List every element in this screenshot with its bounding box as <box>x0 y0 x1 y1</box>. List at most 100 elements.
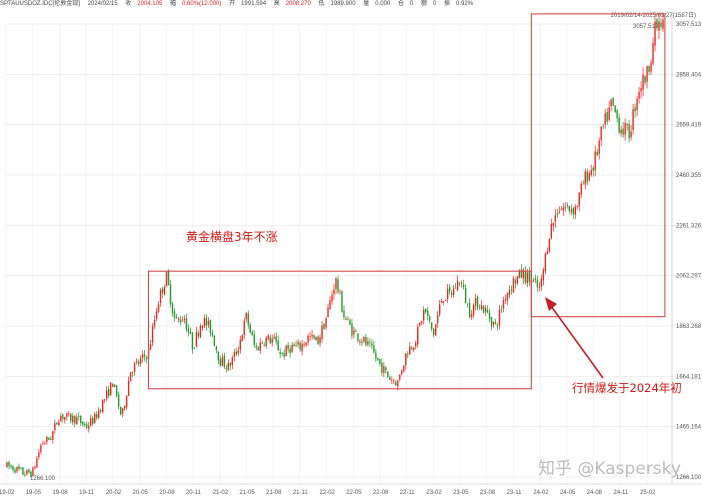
candle-body <box>12 466 14 471</box>
candle-body <box>552 222 555 226</box>
candle-body <box>620 129 622 134</box>
candle-body <box>213 335 216 347</box>
candle-body <box>532 280 535 282</box>
candle-body <box>317 336 319 345</box>
candle-body <box>195 331 198 347</box>
candle-body <box>207 320 210 325</box>
y-tick-label: 2460.355 <box>676 173 702 179</box>
candle-body <box>265 337 267 347</box>
x-tick-label: 23-02 <box>426 490 442 496</box>
candle-body <box>159 289 162 304</box>
candle-body <box>421 321 423 324</box>
candle-body <box>407 354 409 356</box>
candle-body <box>381 362 383 373</box>
candle-body <box>171 303 174 313</box>
candle-body <box>568 206 570 211</box>
candle-body <box>540 278 543 287</box>
candle-body <box>173 311 176 318</box>
high-caption: 高 <box>273 1 280 7</box>
candle-body <box>247 313 249 325</box>
candle-body <box>123 406 126 409</box>
highlight-box <box>147 270 532 390</box>
grid-layer <box>5 23 688 484</box>
candle-body <box>646 65 648 82</box>
candle-body <box>219 359 222 366</box>
candle-body <box>522 269 525 279</box>
candle-body <box>30 471 32 477</box>
candle-body <box>100 409 102 412</box>
candle-body <box>446 288 449 299</box>
candle-body <box>454 287 457 289</box>
candle-body <box>442 301 445 303</box>
x-tick-label: 20-02 <box>106 490 122 496</box>
low-caption: 低 <box>318 1 325 7</box>
candle-body <box>658 21 660 31</box>
x-tick-label: 21-11 <box>293 490 309 496</box>
candle-body <box>259 342 261 351</box>
candle-body <box>444 299 447 301</box>
y-tick-label: 2659.419 <box>676 123 702 129</box>
candle-body <box>369 341 371 343</box>
candle-body <box>249 324 251 333</box>
x-tick-label: 24-08 <box>587 490 603 496</box>
candle-body <box>592 167 594 171</box>
candle-body <box>397 380 399 387</box>
candle-body <box>303 344 305 346</box>
candle-body <box>135 361 138 363</box>
quote-header: SPTAUUSDOZ.IDC[伦敦金现] 2024/02/15 收 2004.10… <box>0 0 702 10</box>
candle-body <box>291 344 293 352</box>
candle-body <box>337 279 339 292</box>
candle-body <box>590 169 592 175</box>
candle-body <box>367 341 369 345</box>
candle-body <box>299 342 301 350</box>
candle-body <box>307 336 309 343</box>
candle-body <box>502 300 505 309</box>
candle-body <box>193 347 196 349</box>
close-value: 2004.105 <box>137 1 163 7</box>
candle-body <box>199 326 202 338</box>
candle-body <box>40 445 42 453</box>
candle-body <box>167 270 170 285</box>
position-caption: 仓 <box>397 1 404 7</box>
candle-body <box>423 309 425 321</box>
candle-body <box>271 338 273 343</box>
close-caption: 收 <box>125 1 132 7</box>
date-range-label: 2019/02/14-2025/03/27(1587日) <box>610 13 696 19</box>
candle-body <box>468 302 471 318</box>
candle-body <box>526 272 529 284</box>
candle-body <box>440 300 443 304</box>
candle-body <box>10 465 12 467</box>
candle-body <box>536 279 539 288</box>
candle-body <box>28 469 30 473</box>
candle-body <box>221 357 224 366</box>
candle-body <box>452 288 455 296</box>
candle-body <box>343 310 345 318</box>
candle-body <box>498 309 501 326</box>
candle-body <box>165 272 168 287</box>
candle-body <box>133 363 136 372</box>
candle-body <box>24 474 26 476</box>
candle-body <box>554 214 557 222</box>
candle-body <box>107 388 110 396</box>
candle-body <box>50 438 52 440</box>
candle-body <box>632 109 634 131</box>
candle-body <box>560 209 563 211</box>
candle-body <box>211 332 214 336</box>
candle-body <box>335 278 337 290</box>
x-tick-label: 23-11 <box>507 490 523 496</box>
candle-body <box>175 316 178 319</box>
candle-body <box>347 318 349 320</box>
candle-body <box>660 22 662 27</box>
candle-body <box>44 442 46 444</box>
candle-body <box>642 74 644 90</box>
candle-body <box>562 207 565 211</box>
candle-body <box>309 336 311 338</box>
candle-body <box>391 379 393 381</box>
candle-body <box>209 319 212 333</box>
candle-body <box>229 363 232 367</box>
candle-body <box>488 312 491 319</box>
candle-body <box>267 335 269 340</box>
candle-body <box>434 324 437 336</box>
candle-body <box>181 320 184 322</box>
